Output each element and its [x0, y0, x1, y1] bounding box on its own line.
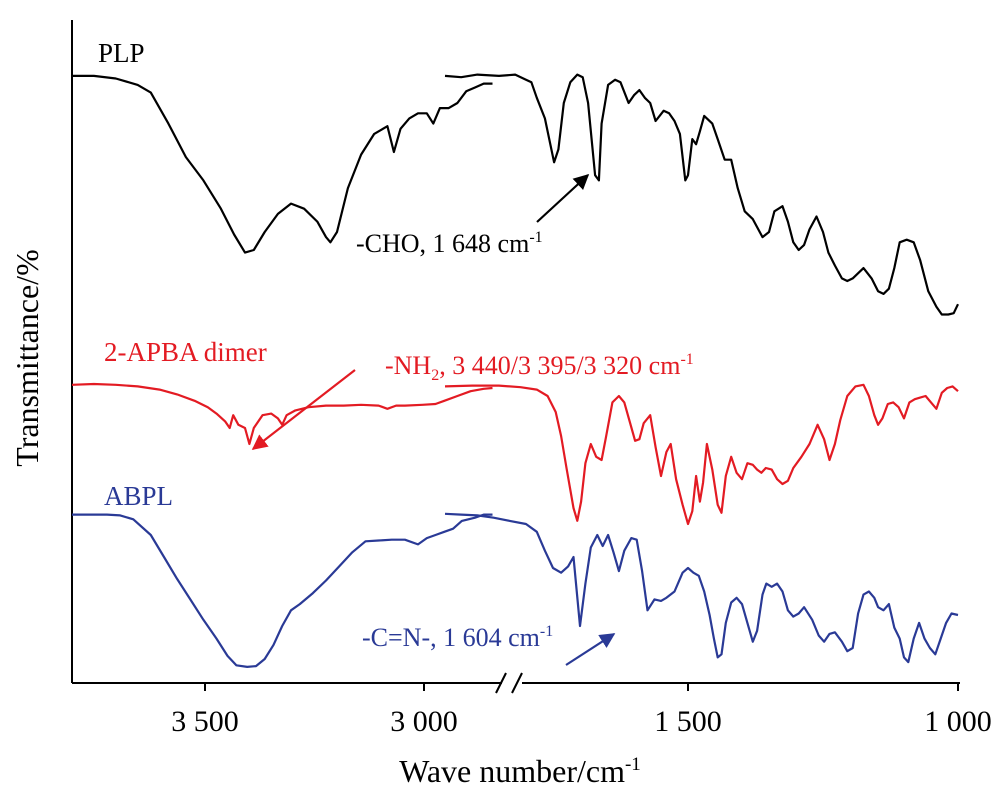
annotation-nh2-arrow [251, 369, 356, 450]
annotation-cn: -C=N-, 1 604 cm-1 [362, 623, 553, 652]
x-tick-label-3500: 3 500 [171, 705, 239, 738]
annotation-cho: -CHO, 1 648 cm-1 [356, 229, 543, 258]
x-tick-label-1000: 1 000 [924, 705, 992, 738]
series-abpl-line-left [72, 513, 493, 668]
annotation-cho-arrow [536, 173, 590, 223]
series-abpl [72, 512, 959, 668]
series-plp-line-right [444, 73, 959, 316]
x-tick-label-3000: 3 000 [390, 705, 458, 738]
series-plp [72, 73, 959, 316]
series-abpl-line-right [444, 512, 959, 664]
series-label-2-apba-dimer: 2-APBA dimer [104, 337, 267, 367]
annotation-nh2: -NH2, 3 440/3 395/3 320 cm-1 [385, 351, 694, 384]
x-axis-title: Wave number/cm-1 [399, 753, 641, 789]
series-2-apba-dimer-line-right [444, 383, 959, 526]
series-plp-line-left [72, 74, 493, 254]
y-axis-title: Transmittance/% [9, 249, 45, 466]
series-2-apba-dimer-line-left [71, 382, 493, 446]
series-2-apba-dimer [71, 382, 959, 526]
series-label-abpl: ABPL [104, 481, 173, 511]
axis-break-mark [495, 672, 523, 694]
annotation-cn-arrow [565, 633, 616, 666]
series-label-plp: PLP [98, 38, 145, 68]
x-tick-label-1500: 1 500 [654, 705, 722, 738]
